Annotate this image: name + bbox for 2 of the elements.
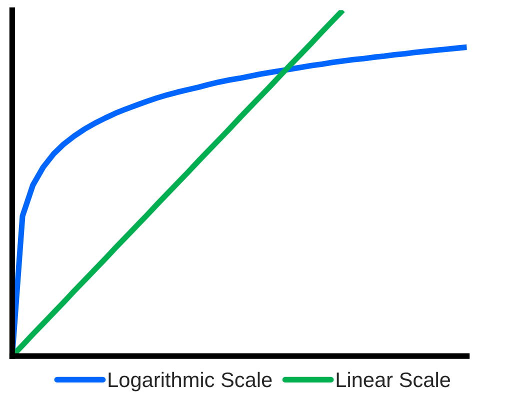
- legend-label: Linear Scale: [336, 372, 450, 388]
- legend-label: Logarithmic Scale: [108, 372, 272, 392]
